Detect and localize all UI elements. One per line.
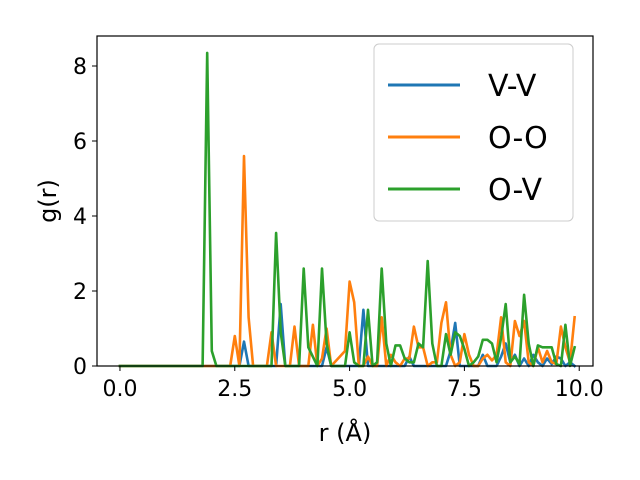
series-line-o-v xyxy=(118,51,577,368)
x-tick-label: 7.5 xyxy=(447,377,482,402)
x-tick-label: 0.0 xyxy=(102,377,137,402)
legend-label-o-v: O-V xyxy=(488,173,543,208)
plot-frame xyxy=(96,35,594,367)
x-tick-label: 5.0 xyxy=(332,377,367,402)
y-axis-label: g(r) xyxy=(34,179,62,223)
y-tick-label: 6 xyxy=(73,130,87,155)
y-tick-label: 8 xyxy=(73,55,87,80)
x-axis-label: r (Å) xyxy=(319,418,372,447)
x-tick-label: 10.0 xyxy=(555,377,604,402)
legend-label-v-v: V-V xyxy=(488,69,537,104)
x-tick-label: 2.5 xyxy=(217,377,252,402)
y-axis: 0 2 4 6 8 xyxy=(73,55,97,380)
y-tick-label: 4 xyxy=(73,205,87,230)
y-tick-label: 0 xyxy=(73,355,87,380)
y-tick-label: 2 xyxy=(73,280,87,305)
x-axis: 0.0 2.5 5.0 7.5 10.0 xyxy=(102,366,604,402)
legend-box xyxy=(373,43,574,222)
legend: V-V O-O O-V xyxy=(373,43,574,222)
legend-label-o-o: O-O xyxy=(488,121,548,156)
